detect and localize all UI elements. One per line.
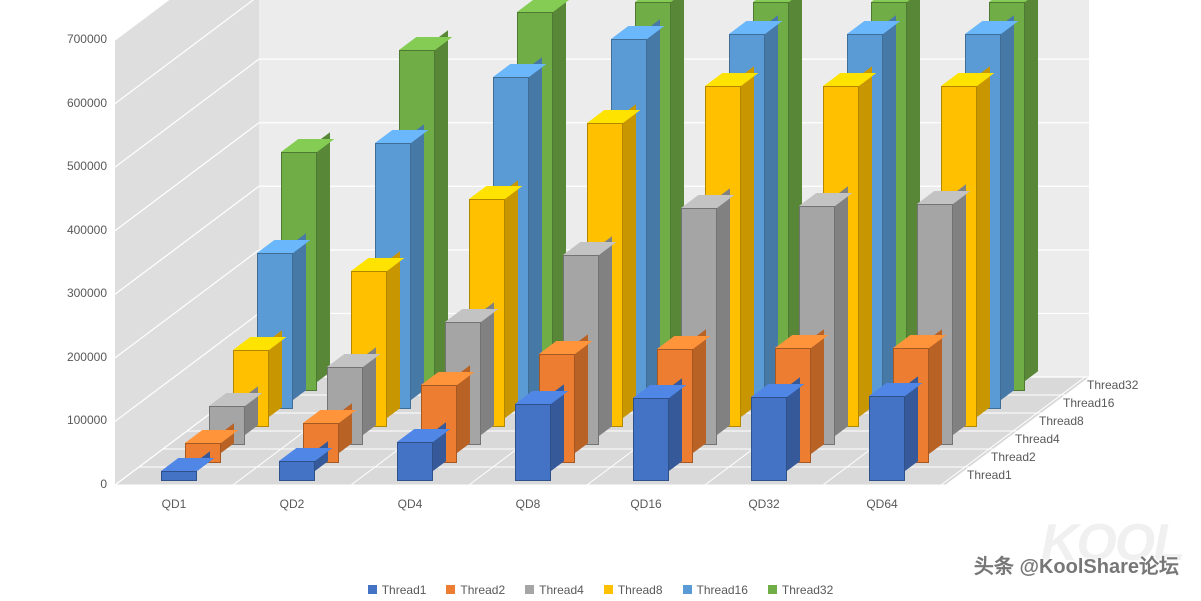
legend-item: Thread1	[368, 583, 427, 597]
legend-item: Thread4	[525, 583, 584, 597]
legend-swatch	[683, 585, 692, 594]
depth-series-label: Thread4	[1015, 432, 1060, 446]
legend-swatch	[768, 585, 777, 594]
x-category-label: QD8	[516, 497, 541, 511]
legend-label: Thread16	[697, 583, 748, 597]
legend-swatch	[525, 585, 534, 594]
legend-item: Thread16	[683, 583, 748, 597]
legend-swatch	[604, 585, 613, 594]
legend-label: Thread32	[782, 583, 833, 597]
legend: Thread1 Thread2 Thread4 Thread8 Thread16 Thre…	[0, 583, 1201, 598]
x-category-label: QD16	[630, 497, 661, 511]
x-category-label: QD4	[398, 497, 423, 511]
x-category-label: QD32	[748, 497, 779, 511]
legend-label: Thread2	[460, 583, 505, 597]
legend-item: Thread8	[604, 583, 663, 597]
depth-series-label: Thread16	[1063, 396, 1114, 410]
chart-stage: 三星 980 PRO 1TB峰值性能测试 4K随机读取0100000200000…	[0, 0, 1201, 601]
legend-label: Thread4	[539, 583, 584, 597]
legend-item: Thread32	[768, 583, 833, 597]
depth-series-label: Thread2	[991, 450, 1036, 464]
x-category-label: QD2	[280, 497, 305, 511]
legend-item: Thread2	[446, 583, 505, 597]
depth-series-label: Thread1	[967, 468, 1012, 482]
legend-swatch	[368, 585, 377, 594]
depth-series-label: Thread32	[1087, 378, 1138, 392]
legend-label: Thread8	[618, 583, 663, 597]
legend-swatch	[446, 585, 455, 594]
depth-series-label: Thread8	[1039, 414, 1084, 428]
x-category-label: QD64	[866, 497, 897, 511]
x-category-label: QD1	[162, 497, 187, 511]
legend-label: Thread1	[382, 583, 427, 597]
